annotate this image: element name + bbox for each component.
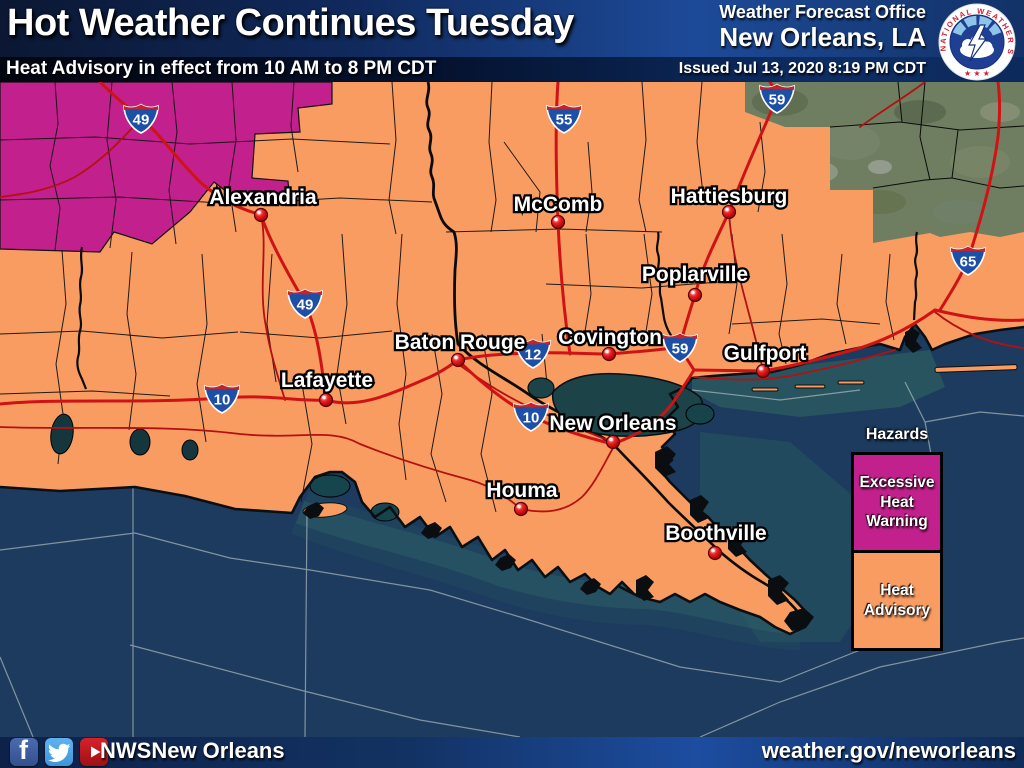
city-labels: Alexandria McComb Hattiesburg Poplarvill… bbox=[207, 183, 809, 548]
office-line2: New Orleans, LA bbox=[719, 21, 926, 52]
city-label: Houma bbox=[486, 479, 557, 502]
twitter-icon[interactable] bbox=[45, 738, 73, 766]
shield-number: 65 bbox=[960, 254, 977, 271]
city-marker bbox=[601, 346, 617, 362]
shield-number: 49 bbox=[133, 112, 150, 129]
interstate-shield-65: 65 bbox=[950, 245, 986, 276]
title-bar: Hot Weather Continues Tuesday Weather Fo… bbox=[0, 0, 1024, 57]
interstate-shield-10b: 10 bbox=[513, 401, 549, 432]
shield-number: 12 bbox=[525, 347, 542, 364]
city-marker bbox=[318, 392, 334, 408]
interstate-shield-59b: 59 bbox=[662, 332, 698, 363]
page-title: Hot Weather Continues Tuesday bbox=[7, 2, 574, 44]
city-label: Boothville bbox=[665, 522, 767, 545]
city-label: McComb bbox=[514, 193, 603, 216]
interstate-shield-55: 55 bbox=[546, 103, 582, 134]
shield-number: 55 bbox=[556, 112, 573, 129]
shield-number: 59 bbox=[769, 92, 786, 109]
highways-secondary bbox=[0, 81, 1024, 513]
city-marker bbox=[450, 352, 466, 368]
interstate-shield-49: 49 bbox=[123, 103, 159, 134]
shield-number: 49 bbox=[297, 297, 314, 314]
marsh-patches bbox=[303, 328, 922, 631]
rivers bbox=[76, 81, 919, 613]
youtube-icon[interactable] bbox=[80, 738, 108, 766]
interstate-shield-10: 10 bbox=[204, 383, 240, 414]
city-label: Covington bbox=[558, 326, 662, 349]
logo-stars: ★ ★ ★ bbox=[964, 69, 990, 78]
city-marker bbox=[253, 207, 269, 223]
city-label: Gulfport bbox=[724, 342, 807, 365]
legend-item-heat-advisory: Heat Advisory bbox=[851, 550, 943, 651]
excessive-heat-warning-region bbox=[0, 81, 333, 253]
satellite-texture bbox=[752, 88, 1020, 224]
social-icons: f bbox=[10, 738, 108, 766]
city-marker bbox=[755, 363, 771, 379]
city-markers bbox=[253, 204, 771, 561]
shield-number: 10 bbox=[523, 410, 540, 427]
office-line1: Weather Forecast Office bbox=[719, 2, 926, 22]
shield-number: 10 bbox=[214, 392, 231, 409]
shield-number: 59 bbox=[672, 341, 689, 358]
city-label: Lafayette bbox=[281, 369, 373, 392]
hazards-legend: Excessive Heat Warning Heat Advisory bbox=[851, 452, 943, 651]
city-marker bbox=[721, 204, 737, 220]
interstate-shields: 49 49 55 59 59 12 10 10 65 bbox=[123, 83, 986, 432]
interstate-shield-12: 12 bbox=[515, 338, 551, 369]
city-label: Alexandria bbox=[209, 186, 317, 209]
city-marker bbox=[687, 287, 703, 303]
nws-logo-icon: NATIONAL WEATHER SERVICE ★ ★ ★ bbox=[938, 3, 1016, 81]
issued-timestamp: Issued Jul 13, 2020 8:19 PM CDT bbox=[678, 60, 926, 77]
city-label: Baton Rouge bbox=[395, 331, 526, 354]
interstate-shield-59: 59 bbox=[759, 83, 795, 114]
city-marker bbox=[605, 434, 621, 450]
footer-bar: f NWSNew Orleans weather.gov/neworleans bbox=[0, 737, 1024, 768]
office-block: Weather Forecast Office New Orleans, LA bbox=[719, 2, 926, 52]
city-label: Poplarville bbox=[642, 263, 748, 286]
barrier-islands bbox=[302, 364, 1018, 518]
legend-item-excessive-heat-warning: Excessive Heat Warning bbox=[851, 452, 943, 553]
city-label: New Orleans bbox=[549, 412, 676, 435]
logo-lightning-icon bbox=[967, 24, 988, 62]
advisory-subtitle: Heat Advisory in effect from 10 AM to 8 … bbox=[6, 58, 437, 79]
social-handle[interactable]: NWSNew Orleans bbox=[100, 738, 285, 763]
city-marker bbox=[550, 214, 566, 230]
satellite-county-lines bbox=[829, 81, 1024, 189]
legend-title: Hazards bbox=[865, 426, 929, 443]
city-marker bbox=[513, 501, 529, 517]
website-url[interactable]: weather.gov/neworleans bbox=[761, 738, 1016, 763]
facebook-icon[interactable]: f bbox=[10, 738, 38, 766]
city-marker bbox=[707, 545, 723, 561]
interstate-shield-49b: 49 bbox=[287, 288, 323, 319]
subtitle-bar: Heat Advisory in effect from 10 AM to 8 … bbox=[0, 57, 1024, 82]
city-label: Hattiesburg bbox=[671, 185, 788, 208]
